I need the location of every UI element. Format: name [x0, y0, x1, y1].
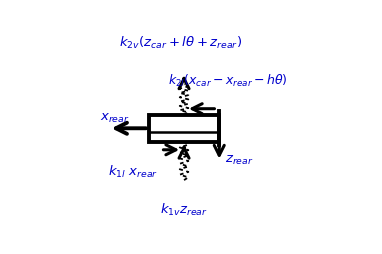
Text: $k_{2v}(z_{car}+l\theta+z_{rear})$: $k_{2v}(z_{car}+l\theta+z_{rear})$	[118, 35, 242, 52]
Text: $k_{2l}(x_{car}-x_{rear}-h\theta)$: $k_{2l}(x_{car}-x_{rear}-h\theta)$	[168, 73, 288, 89]
Text: $z_{rear}$: $z_{rear}$	[225, 154, 254, 167]
Text: $k_{1l}\ x_{rear}$: $k_{1l}\ x_{rear}$	[108, 164, 158, 180]
Bar	[149, 115, 219, 142]
Text: $x_{rear}$: $x_{rear}$	[100, 112, 129, 125]
Text: $k_{1v}z_{rear}$: $k_{1v}z_{rear}$	[160, 202, 208, 218]
